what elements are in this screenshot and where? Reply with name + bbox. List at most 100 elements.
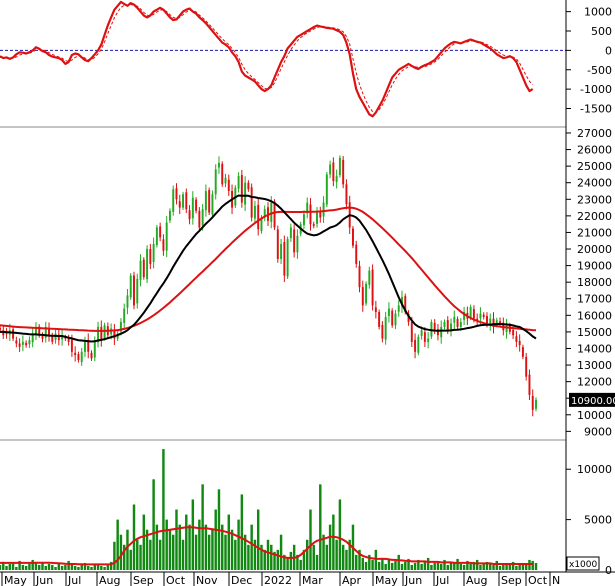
candle-body bbox=[472, 309, 475, 319]
volume-bar bbox=[28, 563, 31, 570]
candle-body bbox=[185, 192, 188, 210]
candle-body bbox=[172, 189, 175, 212]
volume-bar bbox=[201, 484, 204, 570]
price-panel: 27000 26000 25000 24000 23000 22000 21000 20000… bbox=[0, 127, 615, 438]
candle-body bbox=[518, 340, 521, 346]
volume-bar bbox=[145, 529, 149, 570]
candle-body bbox=[129, 275, 132, 298]
volume-bar bbox=[230, 529, 234, 570]
candle-body bbox=[358, 265, 361, 288]
volume-bar bbox=[73, 565, 77, 570]
candle-body bbox=[146, 249, 149, 280]
candle-body bbox=[306, 202, 309, 214]
candle-body bbox=[436, 329, 439, 336]
x-tick-label: Aug bbox=[466, 574, 487, 586]
candle-body bbox=[325, 174, 328, 205]
x-tick-label: Oct bbox=[528, 574, 548, 586]
volume-bar bbox=[106, 564, 110, 570]
candle-body bbox=[456, 318, 459, 327]
volume-bar bbox=[211, 529, 214, 570]
candle-body bbox=[5, 333, 8, 335]
long-moving-average-line bbox=[0, 206, 537, 332]
volume-bar bbox=[302, 549, 306, 570]
volume-bar bbox=[426, 557, 430, 570]
volume-bar bbox=[270, 544, 273, 570]
volume-bar bbox=[521, 562, 525, 570]
candle-body bbox=[476, 318, 479, 321]
volume-bar bbox=[21, 564, 25, 570]
y-tick-label: 25000 bbox=[577, 160, 612, 173]
volume-bar bbox=[374, 549, 378, 570]
volume-bar bbox=[109, 561, 113, 570]
volume-y-axis: 10000 5000 0 bbox=[566, 463, 612, 577]
volume-bar bbox=[139, 544, 142, 570]
candle-body bbox=[57, 334, 60, 341]
volume-bar bbox=[194, 534, 198, 570]
volume-bar bbox=[41, 561, 44, 570]
volume-bar bbox=[77, 566, 80, 570]
volume-bar bbox=[116, 519, 119, 570]
candle-body bbox=[244, 182, 247, 205]
volume-bar bbox=[93, 563, 96, 570]
x-tick-label: Aug bbox=[99, 574, 120, 586]
candle-body bbox=[97, 326, 100, 343]
volume-bar bbox=[475, 559, 479, 570]
candle-body bbox=[250, 187, 253, 218]
y-tick-label: 23000 bbox=[577, 193, 612, 206]
candle-body bbox=[482, 314, 485, 317]
volume-bar bbox=[214, 509, 217, 570]
y-tick-label: 10000 bbox=[577, 463, 612, 476]
candle-body bbox=[316, 210, 318, 224]
volume-bar bbox=[335, 539, 338, 570]
oscillator-y-axis: 1000 500 0 -500 -1000 -1500 bbox=[566, 6, 612, 116]
volume-bar bbox=[430, 564, 433, 570]
volume-bar bbox=[149, 539, 152, 570]
volume-bar bbox=[0, 564, 2, 570]
candle-body bbox=[188, 210, 191, 220]
volume-bar bbox=[247, 544, 250, 570]
volume-bar bbox=[296, 554, 299, 570]
candle-body bbox=[253, 205, 256, 219]
x-tick-label: Oct bbox=[166, 574, 186, 586]
y-tick-label: 9000 bbox=[584, 425, 612, 438]
volume-bar bbox=[132, 504, 136, 570]
candle-body bbox=[38, 326, 41, 336]
candle-body bbox=[34, 328, 37, 334]
volume-bar bbox=[67, 560, 70, 570]
candle-body bbox=[309, 204, 312, 225]
volume-bar bbox=[15, 566, 18, 570]
candle-body bbox=[51, 335, 54, 342]
price-y-axis: 27000 26000 25000 24000 23000 22000 21000 20000… bbox=[566, 127, 612, 438]
volume-bar bbox=[185, 514, 188, 570]
volume-ma-line bbox=[0, 526, 533, 566]
y-tick-label: 19000 bbox=[577, 260, 612, 273]
volume-bar bbox=[531, 560, 534, 570]
last-price-badge-bg bbox=[569, 392, 615, 407]
volume-bar bbox=[103, 566, 106, 570]
candle-body bbox=[90, 352, 93, 359]
volume-bar bbox=[260, 544, 263, 570]
candle-body bbox=[302, 214, 305, 226]
x-tick-label: Jul bbox=[435, 574, 449, 586]
volume-bar bbox=[286, 557, 289, 570]
last-price-label: 10900.00 bbox=[571, 396, 615, 407]
volume-unit-box bbox=[566, 556, 600, 571]
short-moving-average-line bbox=[0, 194, 537, 343]
candle-body bbox=[397, 305, 400, 312]
candle-body bbox=[155, 227, 158, 246]
volume-bar bbox=[158, 539, 162, 570]
candle-body bbox=[224, 177, 227, 184]
candle-body bbox=[44, 326, 47, 338]
y-tick-label: 20000 bbox=[577, 243, 612, 256]
candle-body bbox=[535, 399, 537, 409]
candle-body bbox=[352, 228, 354, 246]
volume-bar bbox=[11, 562, 15, 570]
candle-body bbox=[433, 322, 436, 331]
volume-bar bbox=[87, 565, 90, 570]
volume-bar bbox=[479, 564, 482, 570]
volume-bar bbox=[152, 479, 155, 570]
candle-body bbox=[410, 321, 413, 342]
x-tick-label: Apr bbox=[342, 574, 362, 586]
candle-body bbox=[505, 325, 508, 333]
candle-body bbox=[119, 321, 122, 332]
